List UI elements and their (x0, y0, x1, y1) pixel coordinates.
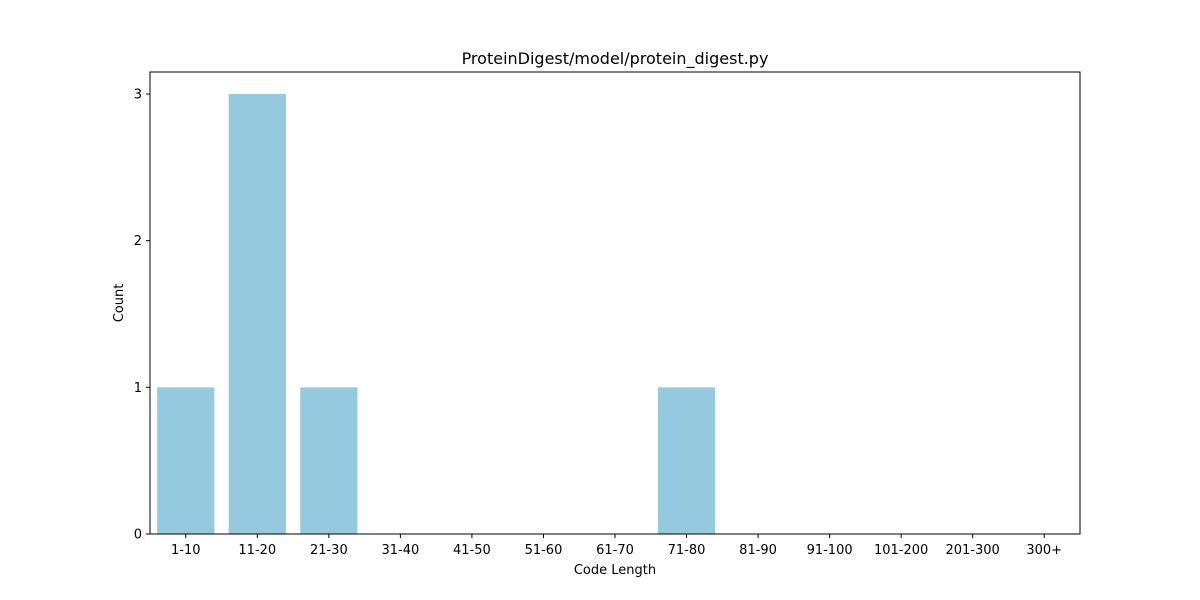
x-tick-label: 201-300 (946, 543, 1000, 558)
bar-21-30 (300, 387, 358, 534)
x-tick-label: 81-90 (739, 543, 777, 558)
x-tick-label: 41-50 (453, 543, 491, 558)
y-tick-label: 1 (134, 381, 142, 396)
bar-11-20 (228, 94, 286, 534)
x-tick-label: 21-30 (310, 543, 348, 558)
bars-group (157, 94, 716, 534)
x-tick-label: 101-200 (874, 543, 928, 558)
x-tick-label: 71-80 (668, 543, 706, 558)
y-tick-label: 0 (134, 528, 142, 543)
x-tick-label: 31-40 (381, 543, 419, 558)
x-axis: 1-10 11-20 21-30 31-40 41-50 51-60 61-70 71-80 8… (171, 534, 1062, 558)
bar-1-10 (157, 387, 215, 534)
x-axis-label: Code Length (574, 563, 656, 578)
x-tick-label: 51-60 (525, 543, 563, 558)
bar-71-80 (657, 387, 716, 534)
y-axis: 0 1 2 3 (134, 88, 150, 543)
x-tick-label: 1-10 (171, 543, 201, 558)
y-axis-label: Count (112, 284, 127, 323)
y-tick-label: 3 (134, 88, 142, 103)
x-tick-label: 91-100 (807, 543, 853, 558)
x-tick-label: 61-70 (596, 543, 634, 558)
x-tick-label: 11-20 (238, 543, 276, 558)
x-tick-label: 300+ (1026, 543, 1062, 558)
y-tick-label: 2 (134, 234, 142, 249)
chart-title: ProteinDigest/model/protein_digest.py (462, 49, 769, 69)
